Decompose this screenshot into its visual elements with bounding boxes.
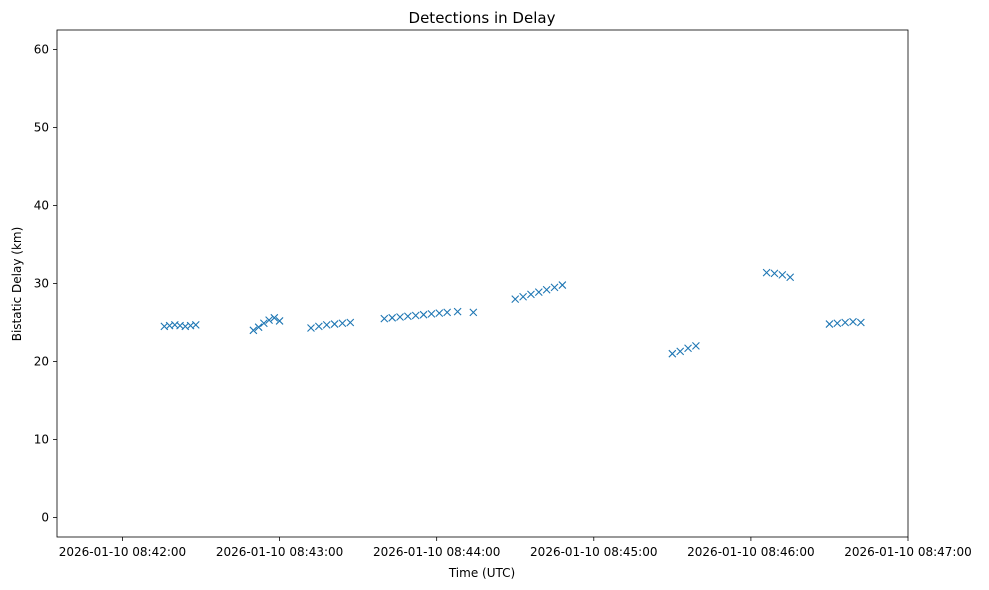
data-point <box>519 292 527 301</box>
data-point <box>265 316 273 325</box>
y-axis-ticks: 0 10 20 30 40 50 60 <box>34 43 57 525</box>
x-tick-label: 2026-01-10 08:47:00 <box>844 545 971 559</box>
y-axis-label: Bistatic Delay (km) <box>10 227 24 342</box>
data-point <box>786 273 795 282</box>
x-tick-label: 2026-01-10 08:44:00 <box>373 545 500 559</box>
x-axis-ticks: 2026-01-10 08:42:00 2026-01-10 08:43:00 20… <box>59 537 972 559</box>
data-point <box>419 310 428 319</box>
data-point <box>511 295 520 303</box>
data-point <box>322 320 331 329</box>
chart-title: Detections in Delay <box>409 9 556 27</box>
y-tick-label: 10 <box>34 433 49 447</box>
y-tick-label: 0 <box>41 511 49 525</box>
data-point <box>338 319 347 328</box>
data-point <box>249 326 258 335</box>
data-point <box>833 319 842 328</box>
data-point <box>550 283 559 292</box>
data-point <box>435 309 444 318</box>
x-tick-label: 2026-01-10 08:42:00 <box>59 545 186 559</box>
x-tick-label: 2026-01-10 08:45:00 <box>530 545 657 559</box>
y-tick-label: 30 <box>34 277 49 291</box>
data-point <box>254 323 263 332</box>
y-tick-label: 60 <box>34 43 49 57</box>
data-point <box>396 313 404 321</box>
data-point <box>534 288 543 296</box>
data-point <box>676 347 685 356</box>
data-point <box>427 310 436 318</box>
data-point <box>762 268 771 277</box>
data-point <box>692 342 700 350</box>
y-tick-label: 50 <box>34 121 49 135</box>
data-point <box>275 317 284 325</box>
data-point <box>469 308 478 317</box>
data-point <box>191 320 200 329</box>
data-point <box>453 307 462 316</box>
data-point <box>443 308 452 317</box>
data-point <box>380 314 389 323</box>
data-point <box>684 344 692 353</box>
x-tick-label: 2026-01-10 08:43:00 <box>216 545 343 559</box>
data-point <box>825 320 834 328</box>
y-tick-label: 20 <box>34 355 49 369</box>
plot-frame <box>56 29 909 538</box>
data-point <box>849 317 857 326</box>
data-point <box>668 349 677 358</box>
data-point <box>330 320 339 328</box>
data-point <box>856 318 865 327</box>
data-point <box>259 319 268 328</box>
y-tick-label: 40 <box>34 199 49 213</box>
data-point <box>542 285 551 294</box>
data-point <box>314 322 323 331</box>
data-point <box>770 269 779 278</box>
data-points <box>160 268 865 358</box>
data-point <box>388 313 397 322</box>
data-point <box>307 324 315 332</box>
data-point <box>411 311 420 320</box>
x-tick-label: 2026-01-10 08:46:00 <box>687 545 814 559</box>
data-point <box>403 312 412 321</box>
data-point <box>778 271 787 279</box>
data-point <box>527 290 535 299</box>
data-point <box>841 318 850 327</box>
data-point <box>558 281 567 289</box>
data-point <box>346 318 355 327</box>
data-point <box>270 313 279 322</box>
x-axis-label: Time (UTC) <box>448 566 515 580</box>
